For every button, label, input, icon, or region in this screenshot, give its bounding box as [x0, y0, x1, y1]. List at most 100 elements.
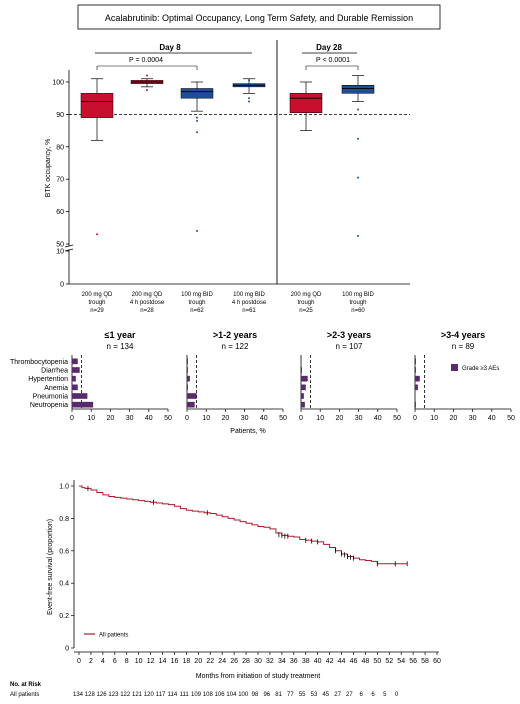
y-tick-label: 90 — [56, 112, 64, 119]
at-risk-value: 114 — [168, 692, 178, 698]
x-tick-label: 28 — [242, 658, 250, 665]
x-tick-label: 6 — [113, 658, 117, 665]
box-outlier — [248, 97, 250, 100]
y-tick-label: 80 — [56, 144, 64, 151]
panel-title: >3-4 years — [441, 330, 485, 340]
box-outlier — [357, 137, 359, 140]
event-free-survival-chart: Event-free survival (proportion) 0 0.2 0.4 0… — [10, 480, 441, 698]
box-label: 4 h postdose — [130, 300, 165, 306]
x-tick-label: 50 — [164, 415, 172, 422]
x-tick-label: 20 — [194, 658, 202, 665]
y-tick-label: 60 — [56, 209, 64, 216]
at-risk-value: 128 — [85, 692, 96, 698]
ae-bar — [187, 367, 188, 373]
x-tick-label: 26 — [230, 658, 238, 665]
box-label: 200 mg QD — [82, 292, 113, 298]
x-tick-label: 10 — [430, 415, 438, 422]
ae-bar — [72, 384, 78, 391]
at-risk-value: 96 — [263, 692, 270, 698]
x-tick-label: 46 — [350, 658, 358, 665]
category-label: Anemia — [44, 385, 68, 392]
x-tick-label: 34 — [278, 658, 286, 665]
at-risk-value: 109 — [191, 692, 202, 698]
box-n: n=25 — [299, 308, 313, 314]
at-risk-value: 100 — [238, 692, 249, 698]
at-risk-value: 104 — [226, 692, 237, 698]
ae-bar — [301, 384, 306, 391]
ae-bar — [187, 393, 197, 399]
x-tick-label: 20 — [107, 415, 115, 422]
x-tick-label: 12 — [147, 658, 155, 665]
figure-title: Acalabrutinib: Optimal Occupancy, Long T… — [105, 13, 413, 23]
x-tick-label: 30 — [254, 658, 262, 665]
at-risk-value: 126 — [97, 692, 108, 698]
box-outlier — [196, 131, 198, 134]
x-tick-label: 16 — [171, 658, 179, 665]
panel-n: n = 89 — [452, 342, 475, 351]
box-n: n=29 — [90, 308, 104, 314]
box-label: 200 mg QD — [132, 292, 163, 298]
x-axis-label: Months from initiation of study treatmen… — [196, 673, 321, 680]
x-tick-label: 0 — [77, 658, 81, 665]
box-label: 4 h postdose — [232, 300, 267, 306]
box-label: trough — [188, 300, 205, 306]
group-title: Day 8 — [159, 43, 181, 52]
box-label: 100 mg BID — [181, 292, 213, 298]
y-tick-label: 0.8 — [59, 516, 69, 523]
ae-bar — [415, 375, 420, 382]
at-risk-value: 122 — [120, 692, 131, 698]
y-axis-label: Event-free survival (proportion) — [47, 519, 54, 615]
x-tick-label: 30 — [355, 415, 363, 422]
x-tick-label: 56 — [409, 658, 417, 665]
at-risk-value: 123 — [108, 692, 119, 698]
x-tick-label: 40 — [488, 415, 496, 422]
x-tick-label: 36 — [290, 658, 298, 665]
x-tick-label: 50 — [373, 658, 381, 665]
x-tick-label: 30 — [469, 415, 477, 422]
at-risk-row-label: All patients — [10, 692, 39, 698]
x-tick-label: 18 — [183, 658, 191, 665]
y-tick-label: 50 — [56, 242, 64, 249]
x-axis-label: Patients, % — [230, 428, 265, 435]
at-risk-value: 55 — [299, 692, 306, 698]
box-iqr — [341, 84, 375, 94]
y-tick-label: 0.4 — [59, 581, 69, 588]
ae-bar — [72, 375, 76, 382]
axis-break-mark — [64, 244, 74, 248]
x-tick-label: 24 — [218, 658, 226, 665]
x-tick-label: 10 — [87, 415, 95, 422]
at-risk-value: 77 — [287, 692, 294, 698]
box-n: n=60 — [351, 308, 365, 314]
x-tick-label: 2 — [89, 658, 93, 665]
at-risk-value: 111 — [180, 692, 190, 698]
x-tick-label: 52 — [385, 658, 393, 665]
ae-bar — [415, 384, 418, 391]
at-risk-header: No. at Risk — [10, 682, 42, 688]
x-tick-label: 38 — [302, 658, 310, 665]
x-tick-label: 50 — [507, 415, 515, 422]
box-outlier — [248, 79, 250, 82]
box-n: n=28 — [140, 308, 154, 314]
ae-bar — [187, 401, 195, 408]
survival-curve — [79, 485, 408, 565]
at-risk-value: 81 — [275, 692, 282, 698]
x-tick-label: 22 — [206, 658, 214, 665]
ae-bar — [72, 401, 94, 408]
x-tick-label: 54 — [397, 658, 405, 665]
x-tick-label: 10 — [202, 415, 210, 422]
p-value-label: P < 0.0001 — [316, 57, 350, 64]
panel-title: >1-2 years — [213, 330, 257, 340]
box-label: 100 mg BID — [233, 292, 265, 298]
legend-label: Grade ≥3 AEs — [462, 366, 499, 372]
box-outlier — [357, 234, 359, 237]
ae-bar — [72, 393, 88, 399]
at-risk-value: 120 — [144, 692, 155, 698]
x-tick-label: 42 — [326, 658, 334, 665]
y-tick-label: 70 — [56, 177, 64, 184]
box-outlier — [196, 119, 198, 122]
at-risk-value: 134 — [73, 692, 84, 698]
x-tick-label: 44 — [338, 658, 346, 665]
at-risk-value: 6 — [371, 692, 375, 698]
